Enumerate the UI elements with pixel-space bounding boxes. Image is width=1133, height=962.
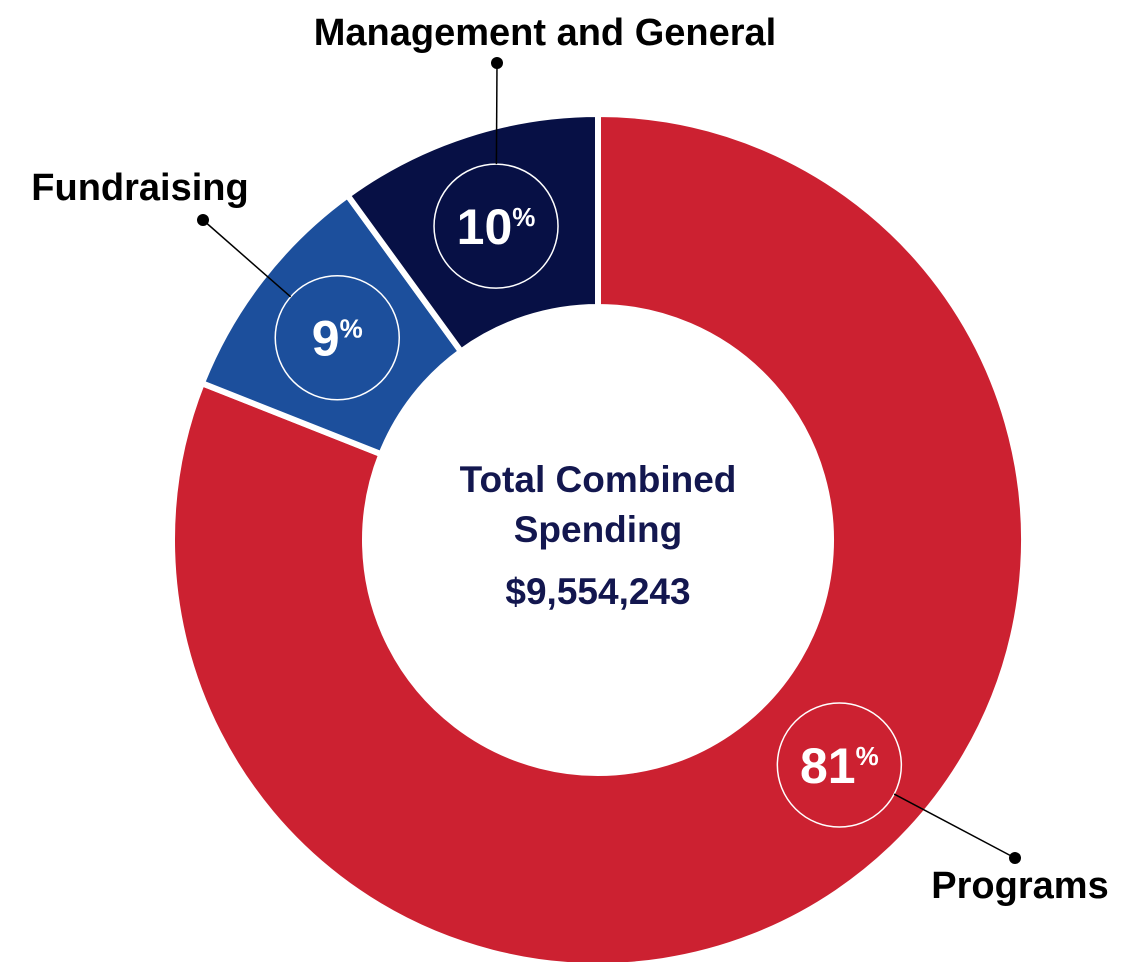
value-number: 10 bbox=[457, 199, 513, 255]
center-title: Total Combined Spending bbox=[459, 459, 737, 550]
leader-line bbox=[893, 793, 1016, 859]
value-label: 81% bbox=[800, 738, 879, 794]
value-unit: % bbox=[856, 741, 879, 771]
value-number: 9 bbox=[312, 311, 340, 367]
center-label: Total Combined Spending $9,554,243 bbox=[418, 455, 778, 617]
donut-slice bbox=[169, 110, 1027, 962]
value-unit: % bbox=[340, 314, 363, 344]
leader-dot bbox=[1009, 852, 1021, 864]
value-label: 9% bbox=[312, 311, 363, 367]
value-badge bbox=[274, 274, 400, 401]
donut-slice bbox=[343, 110, 601, 356]
category-label: Management and General bbox=[314, 12, 776, 54]
category-label: Programs bbox=[931, 865, 1108, 907]
leader-dot bbox=[491, 57, 503, 69]
value-badge bbox=[776, 702, 903, 828]
leader-line bbox=[202, 219, 292, 298]
leader-dot bbox=[197, 214, 209, 226]
category-label: Fundraising bbox=[31, 167, 248, 209]
value-label: 10% bbox=[457, 199, 536, 255]
value-badge bbox=[433, 163, 559, 289]
center-value: $9,554,243 bbox=[505, 571, 691, 612]
value-unit: % bbox=[512, 202, 535, 232]
value-number: 81 bbox=[800, 738, 856, 794]
leader-line bbox=[495, 62, 498, 165]
